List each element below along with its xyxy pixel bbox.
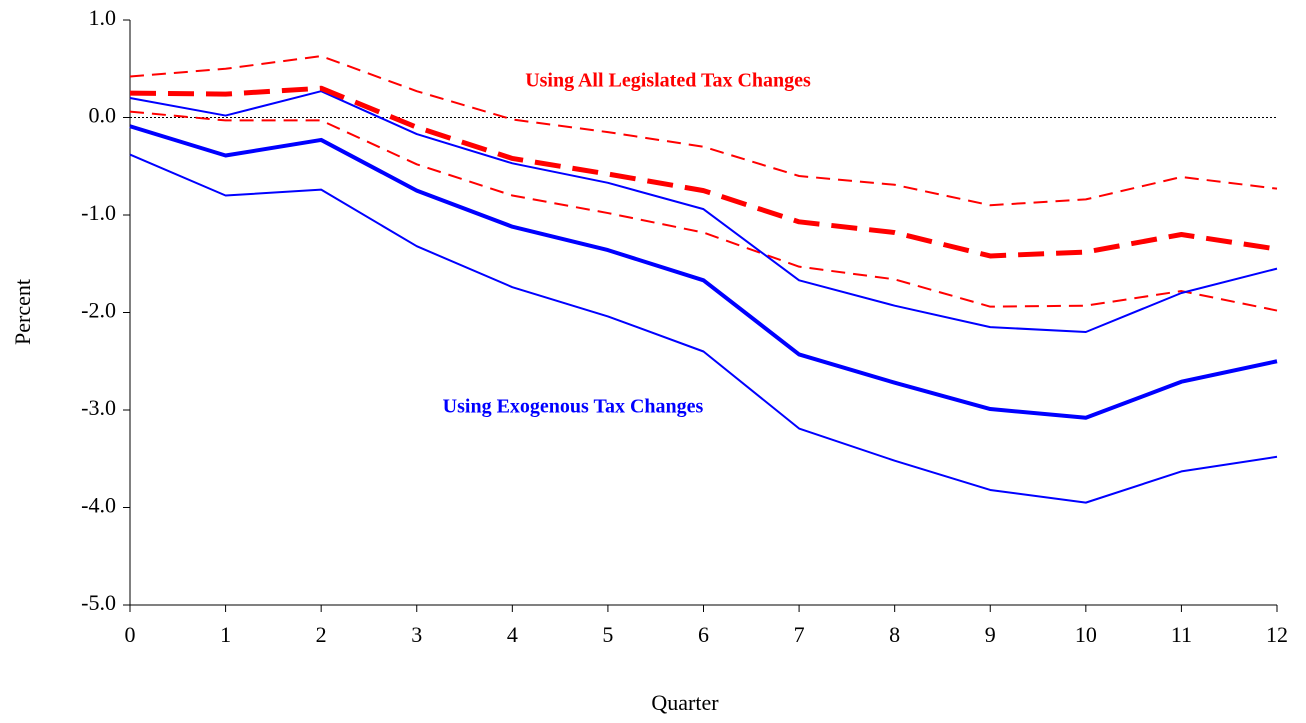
x-tick-label: 9 <box>985 622 996 647</box>
y-tick-label: -2.0 <box>81 298 116 323</box>
y-tick-label: 1.0 <box>89 5 117 30</box>
x-tick-label: 6 <box>698 622 709 647</box>
x-tick-label: 2 <box>316 622 327 647</box>
y-tick-label: -3.0 <box>81 395 116 420</box>
y-axis-label: Percent <box>10 279 35 345</box>
annotation: Using All Legislated Tax Changes <box>525 70 811 92</box>
x-tick-label: 12 <box>1266 622 1288 647</box>
y-tick-label: -5.0 <box>81 590 116 615</box>
x-tick-label: 11 <box>1171 622 1192 647</box>
x-axis-label: Quarter <box>651 690 719 715</box>
annotation: Using Exogenous Tax Changes <box>443 396 704 418</box>
series-line <box>129 153 1278 504</box>
x-tick-label: 7 <box>794 622 805 647</box>
series-line <box>129 90 1278 333</box>
x-tick-label: 0 <box>125 622 136 647</box>
y-tick-label: -4.0 <box>81 493 116 518</box>
x-tick-label: 10 <box>1075 622 1097 647</box>
series-line <box>129 55 1278 207</box>
x-tick-label: 4 <box>507 622 518 647</box>
x-tick-label: 1 <box>220 622 231 647</box>
x-tick-label: 8 <box>889 622 900 647</box>
series-line <box>129 85 1278 259</box>
y-tick-label: 0.0 <box>89 103 117 128</box>
series-line <box>129 124 1278 420</box>
x-tick-label: 5 <box>602 622 613 647</box>
y-tick-label: -1.0 <box>81 200 116 225</box>
x-tick-label: 3 <box>411 622 422 647</box>
